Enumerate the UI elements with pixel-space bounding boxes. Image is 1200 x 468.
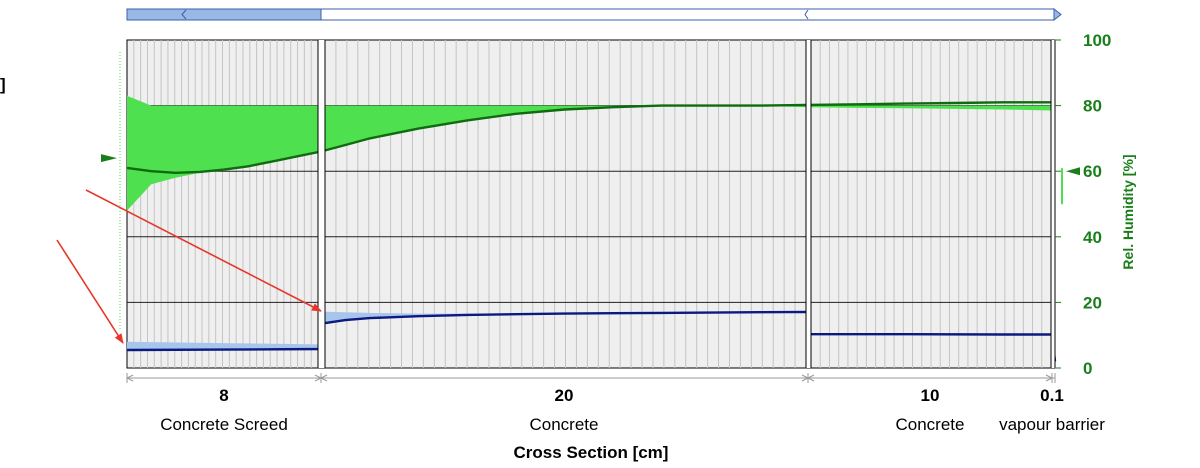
layer-name-4: vapour barrier	[999, 415, 1105, 434]
series-1-line	[126, 101, 1055, 175]
left-axis-fragment: ]	[0, 75, 6, 94]
dimension-arrow-icon	[1045, 374, 1054, 382]
layer-name-1: Concrete Screed	[160, 415, 288, 434]
chevron-right-icon	[1053, 7, 1062, 22]
layer-thickness-1: 8	[219, 386, 228, 405]
layer-thickness-2: 20	[555, 386, 574, 405]
layer-gap	[318, 40, 325, 368]
annotation-arrow-2	[85, 189, 322, 312]
x-axis-title: Cross Section [cm]	[514, 443, 669, 462]
right-axis-tick-label: 80	[1083, 97, 1102, 116]
dimension-arrow-icon	[125, 374, 134, 382]
dimension-lines	[125, 373, 1056, 383]
layer-gap	[1051, 40, 1055, 368]
left-rh-marker-icon	[101, 154, 117, 163]
right-axis-ticks: 0 20 40 60 80 100	[1055, 31, 1111, 378]
layer-gap	[806, 40, 811, 368]
layer-bar-rest-segment[interactable]	[320, 8, 1055, 21]
series-bands	[127, 95, 1055, 362]
right-axis-tick-label: 60	[1083, 162, 1102, 181]
plot-area	[126, 39, 1056, 369]
layer-bar[interactable]	[126, 7, 1062, 22]
right-axis-tick-label: 0	[1083, 359, 1092, 378]
chevron-left-icon	[804, 9, 809, 20]
layer-name-2: Concrete	[530, 415, 599, 434]
layer-bar-screed-segment[interactable]	[126, 8, 322, 21]
annotation-arrow-1	[56, 239, 124, 344]
layer-name-3: Concrete	[896, 415, 965, 434]
chevron-left-icon	[181, 9, 187, 20]
vertical-grid	[133, 40, 1043, 368]
series-1-range-band	[127, 95, 1055, 211]
dimension-arrow-icon	[806, 374, 815, 382]
layer-thickness-3: 10	[921, 386, 940, 405]
right-rh-marker-icon	[1066, 167, 1080, 176]
dimension-arrow-icon	[319, 374, 328, 382]
right-axis-tick-label: 100	[1083, 31, 1111, 50]
right-axis-tick-label: 20	[1083, 293, 1102, 312]
right-axis-tick-label: 40	[1083, 228, 1102, 247]
layer-thickness-4: 0.1	[1040, 386, 1064, 405]
layer-borders	[317, 40, 1056, 368]
right-axis-title: Rel. Humidity [%]	[1120, 154, 1136, 269]
